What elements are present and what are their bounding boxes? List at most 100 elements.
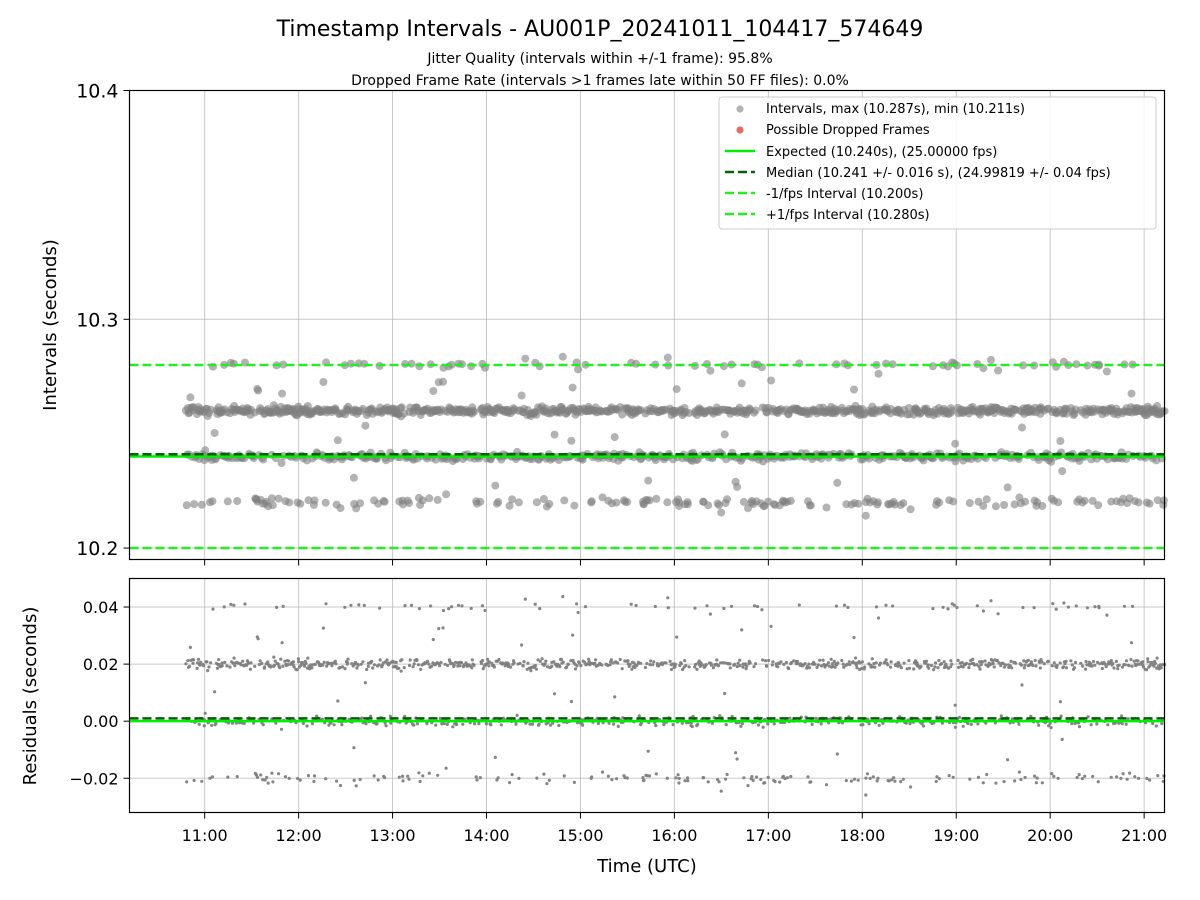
residual-point [852, 635, 856, 640]
residual-point [841, 662, 845, 666]
residual-point [879, 661, 883, 665]
residual-point [416, 663, 420, 667]
residual-point [870, 657, 874, 661]
residual-point [711, 666, 716, 670]
residual-point [1093, 605, 1097, 609]
intervals-ylabel: Intervals (seconds) [40, 239, 61, 411]
residual-point [1033, 774, 1037, 778]
residual-point [335, 779, 339, 783]
interval-point [1094, 501, 1103, 510]
residual-point [253, 664, 257, 669]
residual-point [1154, 724, 1158, 728]
residual-point [772, 722, 776, 726]
residual-point [545, 782, 549, 786]
residual-point [902, 661, 906, 665]
residual-point [334, 662, 338, 666]
interval-point [360, 359, 369, 368]
interval-point [979, 501, 988, 510]
residual-point [1123, 663, 1127, 667]
residual-point [440, 722, 444, 726]
x-tick-label: 20:00 [1027, 826, 1073, 845]
residual-point [832, 659, 836, 664]
residual-point [739, 724, 743, 729]
residual-point [202, 664, 206, 668]
residual-point [886, 663, 890, 667]
residual-point [1120, 665, 1125, 669]
residual-point [407, 777, 411, 781]
residual-point [1048, 721, 1052, 726]
residual-point [260, 661, 264, 666]
interval-point [568, 383, 577, 392]
residual-point [649, 659, 653, 663]
interval-point [717, 508, 726, 517]
residual-point [544, 659, 548, 663]
residual-point [239, 663, 243, 667]
residual-point [875, 779, 879, 783]
residual-point [915, 661, 919, 665]
residual-point [935, 775, 939, 779]
residual-point [600, 770, 605, 774]
residual-point [517, 776, 521, 781]
residual-point [867, 722, 871, 726]
residual-point [715, 658, 719, 662]
interval-point [208, 497, 217, 506]
residual-point [756, 723, 761, 727]
residual-point [358, 777, 362, 782]
residual-point [343, 605, 347, 609]
residual-point [520, 643, 524, 647]
residual-point [403, 604, 407, 608]
residual-point [401, 774, 405, 778]
residual-point [427, 662, 431, 666]
residual-point [743, 662, 748, 666]
residual-point [894, 662, 898, 666]
residual-point [1132, 659, 1136, 663]
residual-point [752, 665, 756, 669]
residual-point [931, 607, 935, 611]
interval-point [767, 376, 776, 385]
residual-point [222, 605, 226, 609]
residual-point [976, 775, 981, 780]
residual-point [927, 666, 931, 670]
legend-label-intervals: Intervals, max (10.287s), min (10.211s) [766, 102, 1025, 117]
residual-point [401, 779, 405, 783]
residual-point [719, 661, 723, 665]
residual-point [1073, 660, 1078, 665]
residual-point [486, 657, 490, 662]
residual-point [1133, 775, 1137, 779]
residual-point [740, 722, 744, 726]
residual-point [417, 607, 421, 611]
residual-point [629, 602, 633, 606]
residual-point [919, 664, 923, 669]
residual-point [324, 602, 328, 606]
residual-point [518, 661, 522, 666]
residual-point [587, 657, 591, 661]
residual-point [939, 662, 944, 666]
residual-point [461, 722, 465, 726]
residual-point [376, 778, 380, 782]
residual-point [1095, 722, 1099, 726]
residual-point [683, 779, 687, 783]
residual-point [338, 665, 342, 670]
residual-point [1156, 774, 1160, 778]
residual-point [1070, 722, 1074, 726]
residual-point [820, 664, 824, 668]
interval-point [277, 459, 286, 467]
residual-point [687, 665, 691, 669]
residual-point [241, 659, 245, 663]
interval-point [425, 494, 434, 503]
residual-point [815, 665, 819, 670]
residual-point [766, 775, 770, 780]
interval-point [310, 496, 319, 505]
residual-point [874, 661, 878, 665]
interval-point [361, 421, 370, 430]
residual-point [674, 776, 678, 780]
residual-point [309, 663, 313, 667]
residual-point [717, 780, 721, 784]
interval-point [723, 495, 732, 504]
interval-point [1038, 502, 1047, 510]
residual-point [528, 722, 532, 726]
residual-point [708, 612, 713, 616]
interval-point [545, 499, 554, 508]
residual-point [1159, 666, 1163, 670]
